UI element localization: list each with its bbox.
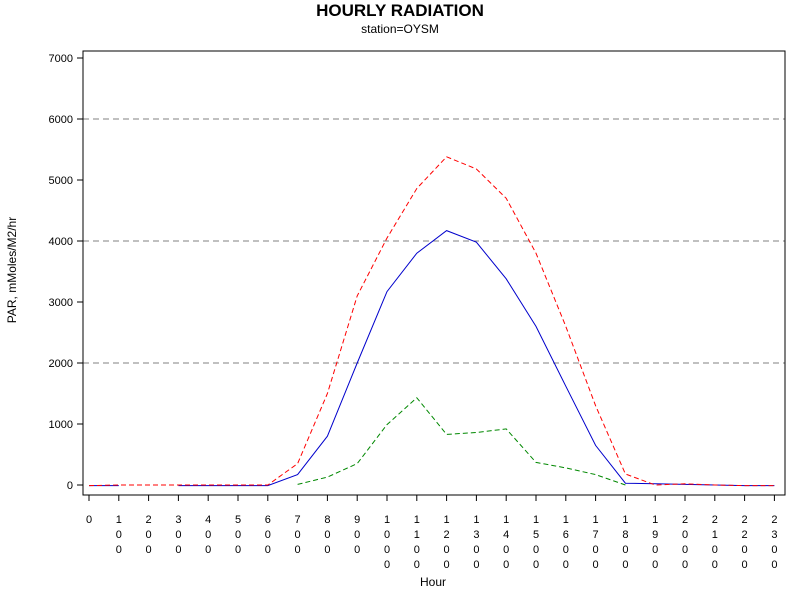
chart-subtitle: station=OYSM: [361, 22, 439, 36]
chart-title: HOURLY RADIATION: [316, 1, 484, 20]
plot-frame: [82, 50, 786, 496]
gridlines: [83, 118, 785, 364]
x-tick-label: 0: [86, 514, 92, 526]
series-line-3: [297, 397, 626, 486]
series-line-1: [178, 230, 775, 487]
y-tick-label: 5000: [49, 175, 73, 187]
y-axis-ticks: 0 1000 2000 3000 4000 5000 6000 7000: [49, 53, 83, 492]
y-tick-label: 2000: [49, 358, 73, 370]
series-line-2: [88, 156, 775, 487]
y-tick-label: 0: [67, 480, 73, 492]
y-tick-label: 3000: [49, 297, 73, 309]
y-tick-label: 4000: [49, 236, 73, 248]
series-group: [88, 156, 775, 487]
x-axis-ticks: 0 1 0 0 2 0 0 3 0 0 4 0 0 5 0 0 6 0 0 7 0 0 8 0 0 9 0 0 1 0 0 0 1 1 0 0 1 2 0 0…: [86, 495, 777, 571]
x-axis-label: Hour: [419, 575, 446, 589]
y-tick-label: 6000: [49, 114, 73, 126]
y-tick-label: 7000: [49, 53, 73, 65]
y-tick-label: 1000: [49, 419, 73, 431]
